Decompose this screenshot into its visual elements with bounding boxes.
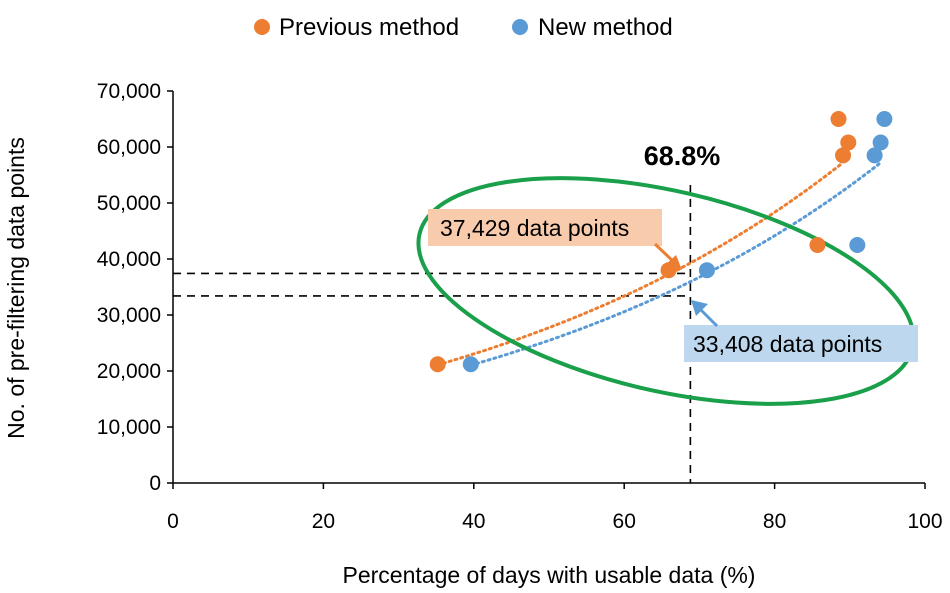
legend-label-previous-method: Previous method [279,14,459,41]
data-point-previous-method [809,237,826,253]
callout-new-box [684,325,918,362]
y-tick-label: 70,000 [97,80,161,103]
data-point-new-method [866,147,883,164]
y-axis-title: No. of pre-filtering data points [3,137,29,439]
legend-marker-previous-method [254,19,270,35]
data-point-new-method [876,111,893,127]
callout-previous-box [428,209,662,246]
callout-new: 33,408 data points [684,300,918,362]
legend-label-new-method: New method [538,14,673,41]
trendline-new-method [469,161,883,367]
x-tick-label: 20 [312,510,335,533]
x-axis-title: Percentage of days with usable data (%) [343,562,756,588]
data-point-previous-method [840,134,857,151]
legend-marker-new-method [512,19,528,35]
threshold-label: 68.8% [644,141,721,171]
trendline-previous-method [436,161,845,367]
data-point-new-method [462,356,479,373]
callout-previous: 37,429 data points [428,209,682,270]
data-point-new-method [698,262,715,279]
data-point-new-method [872,134,889,151]
reference-lines [173,185,692,483]
data-point-new-method [849,237,866,253]
data-point-previous-method [835,147,852,164]
data-point-previous-method [429,356,446,373]
callout-previous-label: 37,429 data points [440,215,629,241]
y-tick-label: 30,000 [97,304,161,327]
y-tick-label: 20,000 [97,360,161,383]
x-tick-label: 100 [907,510,942,533]
data-point-previous-method [830,111,847,127]
x-tick-label: 40 [462,510,485,533]
y-tick-label: 0 [149,472,161,495]
legend: Previous method New method [254,14,673,41]
data-points [429,111,893,373]
x-tick-label: 0 [167,510,179,533]
callout-previous-arrowhead [664,255,682,270]
callout-new-arrowhead [691,300,708,316]
trendlines [436,161,883,367]
x-tick-label: 60 [613,510,636,533]
y-tick-label: 10,000 [97,416,161,439]
y-tick-label: 50,000 [97,192,161,215]
y-tick-label: 40,000 [97,248,161,271]
axes: 0 10,000 20,000 30,000 40,000 50,000 60,000 70,… [97,80,943,533]
callout-new-label: 33,408 data points [693,331,882,357]
y-tick-label: 60,000 [97,136,161,159]
x-tick-label: 80 [763,510,786,533]
